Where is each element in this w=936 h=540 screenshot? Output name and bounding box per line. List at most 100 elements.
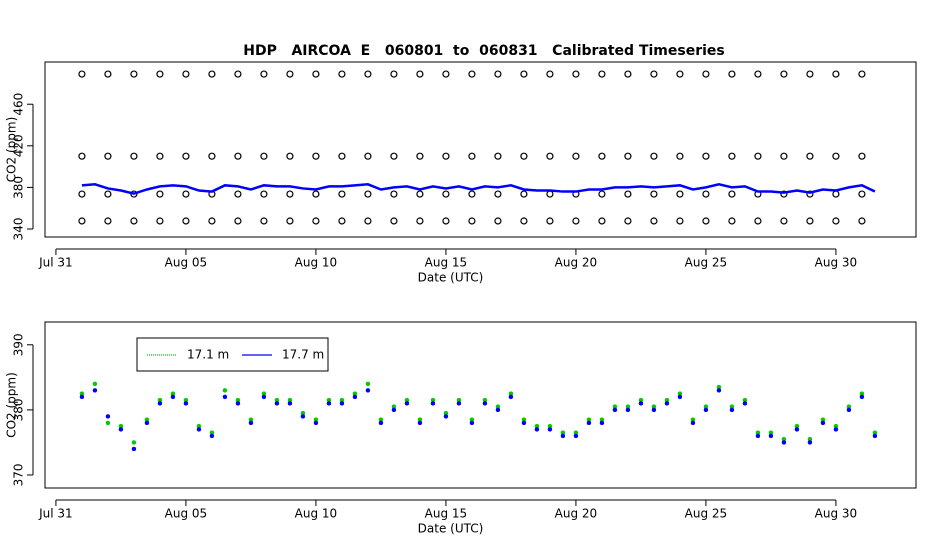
data-point bbox=[274, 401, 280, 406]
calibration-point bbox=[156, 152, 164, 160]
legend-label: 17.7 m bbox=[282, 348, 324, 362]
calibration-point bbox=[728, 152, 736, 160]
calibration-point bbox=[338, 70, 346, 78]
x-tick-label: Aug 15 bbox=[425, 256, 468, 270]
data-point bbox=[92, 381, 98, 387]
calibration-point bbox=[780, 190, 788, 198]
calibration-point bbox=[78, 190, 86, 198]
calibration-point bbox=[650, 152, 658, 160]
data-point bbox=[820, 420, 826, 426]
data-point bbox=[118, 427, 124, 432]
calibration-point bbox=[754, 152, 762, 160]
data-point bbox=[781, 440, 787, 445]
calibration-point bbox=[208, 152, 216, 160]
data-point bbox=[586, 420, 592, 426]
calibration-point bbox=[416, 190, 424, 198]
calibration-point bbox=[676, 190, 684, 198]
calibration-point bbox=[286, 190, 294, 198]
calibration-point bbox=[624, 217, 632, 225]
calibration-point bbox=[702, 217, 710, 225]
data-point bbox=[157, 401, 163, 406]
calibration-point bbox=[104, 70, 112, 78]
calibration-point bbox=[468, 217, 476, 225]
data-point bbox=[404, 401, 410, 406]
data-point bbox=[690, 420, 696, 426]
calibration-point bbox=[598, 70, 606, 78]
data-point bbox=[638, 401, 644, 406]
data-point bbox=[248, 420, 254, 426]
data-point bbox=[677, 394, 683, 400]
calibration-point bbox=[806, 70, 814, 78]
data-point bbox=[417, 420, 423, 426]
calibration-point bbox=[156, 217, 164, 225]
x-tick-label: Jul 31 bbox=[38, 507, 73, 521]
calibration-point bbox=[338, 217, 346, 225]
data-point bbox=[196, 427, 202, 432]
calibration-point bbox=[312, 152, 320, 160]
calibration-point bbox=[858, 190, 866, 198]
data-point bbox=[131, 440, 137, 445]
x-tick-label: Aug 30 bbox=[815, 256, 858, 270]
data-point bbox=[222, 394, 228, 400]
data-point bbox=[92, 388, 98, 393]
data-point bbox=[261, 394, 267, 400]
series-line bbox=[81, 182, 876, 195]
data-point bbox=[833, 427, 839, 432]
y-tick-label: 420 bbox=[12, 134, 26, 157]
calibration-point bbox=[104, 217, 112, 225]
legend-label: 17.1 m bbox=[187, 348, 229, 362]
data-point bbox=[599, 420, 605, 426]
calibration-point bbox=[676, 152, 684, 160]
calibration-point bbox=[234, 70, 242, 78]
data-point bbox=[170, 394, 176, 400]
calibration-point bbox=[728, 70, 736, 78]
data-point bbox=[794, 427, 800, 432]
calibration-point bbox=[676, 70, 684, 78]
calibration-point bbox=[572, 152, 580, 160]
calibration-point bbox=[442, 217, 450, 225]
calibration-point bbox=[390, 190, 398, 198]
calibration-point bbox=[546, 70, 554, 78]
calibration-point bbox=[858, 217, 866, 225]
calibration-point bbox=[130, 70, 138, 78]
plot-frame bbox=[44, 61, 917, 238]
data-point bbox=[573, 433, 579, 439]
data-point bbox=[755, 433, 761, 439]
calibration-point bbox=[728, 190, 736, 198]
chart-title: HDP AIRCOA E 060801 to 060831 Calibrated… bbox=[243, 43, 725, 59]
data-point bbox=[560, 433, 566, 439]
calibration-point bbox=[624, 152, 632, 160]
calibration-point bbox=[208, 217, 216, 225]
calibration-point bbox=[286, 152, 294, 160]
calibration-point bbox=[390, 152, 398, 160]
data-point bbox=[495, 407, 501, 413]
calibration-point bbox=[546, 152, 554, 160]
y-tick-label: 460 bbox=[12, 93, 26, 116]
calibration-point bbox=[702, 152, 710, 160]
calibration-point bbox=[624, 70, 632, 78]
x-tick-label: Aug 10 bbox=[295, 256, 338, 270]
calibration-point bbox=[286, 70, 294, 78]
x-tick-label: Aug 25 bbox=[685, 507, 728, 521]
calibration-point bbox=[780, 70, 788, 78]
y-tick-label: 370 bbox=[12, 464, 26, 487]
calibration-point bbox=[520, 70, 528, 78]
y-axis-label: CO2 (ppm) bbox=[5, 117, 19, 183]
data-point bbox=[287, 401, 293, 406]
data-point bbox=[144, 420, 150, 426]
calibration-point bbox=[234, 217, 242, 225]
calibration-point bbox=[494, 190, 502, 198]
data-point bbox=[391, 407, 397, 413]
data-point bbox=[742, 401, 748, 406]
data-point bbox=[352, 394, 358, 400]
y-axis-label: CO2 (ppm) bbox=[5, 372, 19, 438]
calibration-point bbox=[598, 152, 606, 160]
calibration-point bbox=[156, 190, 164, 198]
calibration-point bbox=[650, 190, 658, 198]
calibration-point bbox=[416, 70, 424, 78]
calibration-point bbox=[182, 190, 190, 198]
data-point bbox=[859, 394, 865, 400]
data-point bbox=[521, 420, 527, 426]
data-point bbox=[716, 388, 722, 393]
